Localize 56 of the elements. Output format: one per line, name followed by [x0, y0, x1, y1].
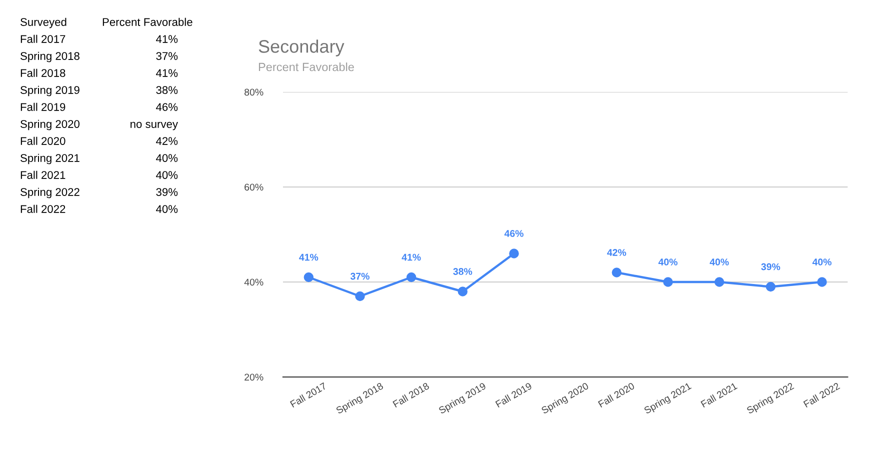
text: Fall 2020: [20, 136, 66, 145]
point: [766, 282, 776, 292]
text: Spring 2022: [20, 188, 80, 198]
point: [663, 277, 673, 287]
text: Percent Favorable: [102, 18, 192, 26]
data-label: 40%: [658, 258, 678, 266]
text: Fall 2017: [20, 34, 66, 43]
point: [458, 286, 468, 296]
point: [406, 272, 416, 282]
text: 40%: [156, 171, 178, 179]
data-label: 38%: [453, 268, 472, 275]
text: 46%: [156, 103, 178, 111]
point: [355, 291, 365, 302]
data-label: 46%: [504, 230, 524, 237]
text: 39%: [156, 188, 178, 196]
text: 41%: [156, 35, 178, 43]
text: Surveyed: [20, 18, 66, 28]
x-tick-label: Fall 2018: [392, 382, 430, 408]
data-label: 41%: [402, 254, 421, 261]
text: 40%: [156, 205, 178, 213]
x-tick-label: Fall 2020: [598, 382, 635, 408]
y-tick-label: 40%: [244, 278, 264, 286]
text: 42%: [156, 137, 178, 145]
x-tick-label: Fall 2022: [803, 382, 840, 408]
y-tick-label: 20%: [244, 374, 264, 381]
text: Spring 2021: [20, 154, 80, 164]
text: Fall 2021: [20, 170, 66, 179]
chart-subtitle: Percent Favorable: [258, 62, 354, 72]
point: [509, 248, 519, 258]
data-label: 37%: [350, 272, 370, 280]
text: Fall 2022: [20, 204, 66, 213]
text: Spring 2019: [20, 86, 80, 96]
x-tick-label: Fall 2019: [495, 382, 532, 408]
chart-title: Secondary: [258, 40, 344, 56]
text: Spring 2018: [20, 52, 80, 62]
data-label: 42%: [607, 249, 626, 256]
text: Fall 2018: [20, 68, 66, 77]
text: Spring 2020: [20, 120, 80, 130]
text: Fall 2019: [20, 102, 66, 111]
x-tick-label: Fall 2017: [290, 382, 327, 408]
point: [714, 277, 724, 287]
y-tick-label: 60%: [244, 184, 264, 191]
text: 37%: [156, 52, 178, 60]
text: 40%: [156, 154, 178, 162]
text: 38%: [156, 86, 178, 94]
point: [817, 277, 827, 287]
data-label: 41%: [299, 254, 318, 261]
x-tick-label: Fall 2021: [700, 382, 738, 408]
text: 41%: [156, 69, 178, 77]
y-tick-label: 80%: [244, 88, 264, 96]
point: [612, 268, 622, 278]
point: [304, 272, 314, 282]
data-label: 40%: [812, 258, 832, 266]
data-label: 40%: [710, 258, 729, 266]
text: no survey: [130, 122, 178, 130]
data-label: 39%: [761, 263, 780, 270]
